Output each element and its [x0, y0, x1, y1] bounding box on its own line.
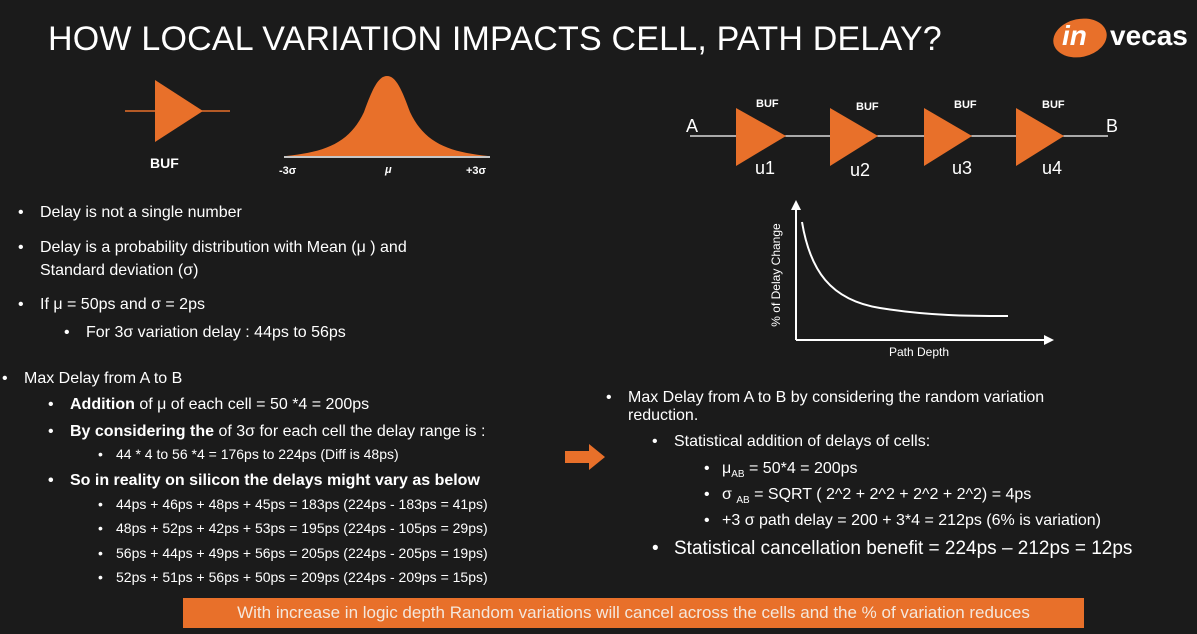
considering-bold: By considering the [70, 423, 215, 440]
bullet-delay-not-single: Delay is not a single number [18, 204, 242, 222]
stat-mu-ab: μAB = 50*4 = 200ps [704, 460, 858, 484]
chain-output-pin-b: B [1106, 116, 1119, 136]
example-row-4: 52ps + 51ps + 56ps + 50ps = 209ps (224ps… [98, 569, 488, 585]
bullet-addition: Addition of μ of each cell = 50 *4 = 200… [48, 396, 370, 414]
addition-bold: Addition [70, 396, 135, 413]
example-row-2: 48ps + 52ps + 42ps + 53ps = 195ps (224ps… [98, 520, 488, 536]
slide-title: HOW LOCAL VARIATION IMPACTS CELL, PATH D… [48, 20, 942, 58]
gaussian-curve-icon [284, 76, 490, 158]
dist-label-mu: μ [385, 164, 392, 176]
plot-y-axis-label: % of Delay Change [769, 223, 783, 327]
stat-sigma-symbol: σ [722, 486, 737, 503]
chain-input-pin-a: A [686, 116, 699, 136]
right-arrow-icon [565, 444, 605, 470]
stat-heading-line2: reduction. [628, 407, 699, 424]
logo-text-vecas: vecas [1110, 20, 1188, 51]
stat-mu-symbol: μ [722, 460, 732, 477]
considering-rest: of 3σ for each cell the delay range is : [214, 423, 486, 440]
cell-type-u2: BUF [856, 101, 879, 113]
stat-benefit: Statistical cancellation benefit = 224ps… [652, 538, 1132, 560]
bullet-mu-sigma: If μ = 50ps and σ = 2ps [18, 296, 205, 314]
cell-name-u1: u1 [755, 158, 776, 178]
bullet-3sigma-range: For 3σ variation delay : 44ps to 56ps [64, 324, 346, 342]
stat-sigma-rest: = SQRT ( 2^2 + 2^2 + 2^2 + 2^2) = 4ps [749, 486, 1032, 503]
addition-rest: of μ of each cell = 50 *4 = 200ps [134, 396, 370, 413]
bullet-delay-distribution-line1: Delay is a probability distribution with… [18, 239, 407, 257]
bullet-delay-distribution-line2: Standard deviation (σ) [40, 262, 199, 279]
stat-mu-rest: = 50*4 = 200ps [744, 460, 858, 477]
cell-type-u3: BUF [954, 99, 977, 111]
buffer-chain-diagram [690, 108, 1108, 166]
cell-type-u1: BUF [756, 98, 779, 110]
invecas-logo: in vecas [1052, 16, 1197, 60]
plot-x-axis-label: Path Depth [889, 345, 950, 359]
bullet-considering: By considering the of 3σ for each cell t… [48, 423, 486, 441]
max-delay-heading: Max Delay from A to B [2, 370, 182, 388]
stat-sigma-ab: σ AB = SQRT ( 2^2 + 2^2 + 2^2 + 2^2) = 4… [704, 486, 1032, 510]
cell-name-u4: u4 [1042, 158, 1063, 178]
stat-heading-line1: Max Delay from A to B by considering the… [606, 389, 1044, 407]
cell-name-u2: u2 [850, 160, 871, 180]
delay-change-plot [791, 200, 1054, 345]
stat-path-delay: +3 σ path delay = 200 + 3*4 = 212ps (6% … [704, 512, 1101, 530]
bullet-range: 44 * 4 to 56 *4 = 176ps to 224ps (Diff i… [98, 446, 399, 462]
stat-sub-heading: Statistical addition of delays of cells: [652, 433, 930, 451]
example-row-1: 44ps + 46ps + 48ps + 45ps = 183ps (224ps… [98, 496, 488, 512]
dist-label-minus3sigma: -3σ [279, 165, 297, 177]
dist-label-plus3sigma: +3σ [466, 165, 487, 177]
cell-type-u4: BUF [1042, 99, 1065, 111]
buf-symbol-icon [125, 80, 230, 142]
conclusion-banner: With increase in logic depth Random vari… [183, 598, 1084, 628]
stat-mu-subscript: AB [731, 469, 745, 481]
example-row-3: 56ps + 44ps + 49ps + 56ps = 205ps (224ps… [98, 545, 488, 561]
stat-sigma-subscript: AB [736, 495, 750, 507]
cell-name-u3: u3 [952, 158, 973, 178]
bullet-reality: So in reality on silicon the delays migh… [48, 472, 480, 490]
buf-symbol-label: BUF [150, 155, 179, 171]
logo-text-in: in [1062, 20, 1087, 51]
